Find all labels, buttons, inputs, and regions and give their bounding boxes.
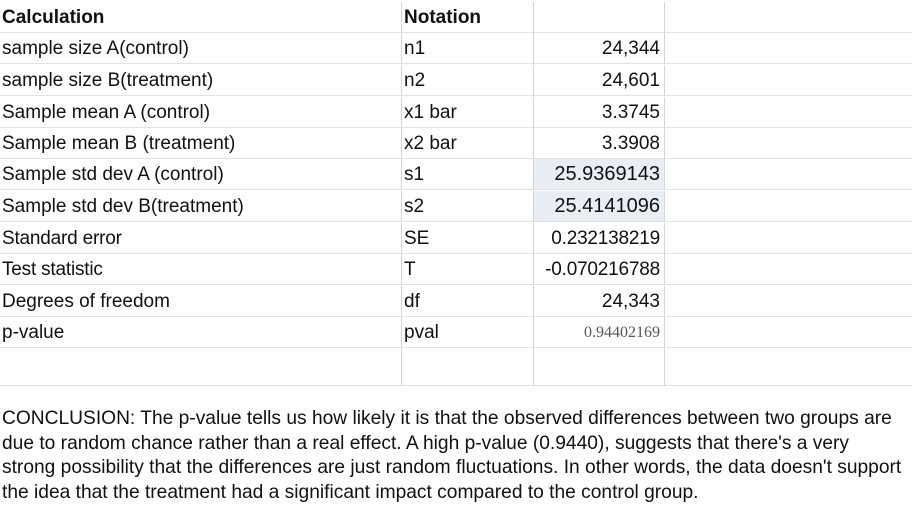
calculation-cell[interactable]: Degrees of freedom xyxy=(0,286,402,317)
value-cell[interactable]: 24,344 xyxy=(534,33,665,64)
empty-cell[interactable] xyxy=(665,286,912,317)
notation-cell[interactable]: x2 bar xyxy=(402,128,534,159)
header-value-cell[interactable] xyxy=(534,2,665,33)
calculation-cell[interactable]: Test statistic xyxy=(0,254,402,285)
notation-cell[interactable]: n1 xyxy=(402,33,534,64)
value-cell[interactable]: 3.3908 xyxy=(534,128,665,159)
value-cell[interactable]: 0.232138219 xyxy=(534,223,665,254)
value-cell-highlighted[interactable]: 25.9369143 xyxy=(534,159,665,190)
calculation-cell[interactable]: Sample mean B (treatment) xyxy=(0,128,402,159)
table-row: p-value pval 0.94402169 xyxy=(0,317,912,348)
calculation-cell[interactable]: p-value xyxy=(0,317,402,348)
empty-cell[interactable] xyxy=(665,223,912,254)
empty-cell[interactable] xyxy=(665,65,912,96)
empty-cell[interactable] xyxy=(665,254,912,285)
empty-cell[interactable] xyxy=(665,191,912,222)
value-cell[interactable]: 24,601 xyxy=(534,65,665,96)
notation-cell[interactable]: n2 xyxy=(402,65,534,96)
header-calculation-cell[interactable]: Calculation xyxy=(0,2,402,33)
empty-cell[interactable] xyxy=(665,33,912,64)
header-empty-cell[interactable] xyxy=(665,2,912,33)
table-row: Sample std dev A (control) s1 25.9369143 xyxy=(0,159,912,190)
value-cell[interactable]: 0.94402169 xyxy=(534,317,665,348)
table-row: Sample mean B (treatment) x2 bar 3.3908 xyxy=(0,128,912,159)
notation-cell[interactable]: pval xyxy=(402,317,534,348)
notation-cell[interactable]: x1 bar xyxy=(402,97,534,128)
empty-cell[interactable] xyxy=(665,348,912,386)
table-row: Test statistic T -0.070216788 xyxy=(0,254,912,285)
table-row: Standard error SE 0.232138219 xyxy=(0,223,912,254)
calculation-cell[interactable]: Sample mean A (control) xyxy=(0,97,402,128)
value-cell[interactable]: -0.070216788 xyxy=(534,254,665,285)
header-row: Calculation Notation xyxy=(0,2,912,33)
notation-cell[interactable]: s1 xyxy=(402,159,534,190)
empty-cell[interactable] xyxy=(665,128,912,159)
table-row: sample size A(control) n1 24,344 xyxy=(0,33,912,64)
calculation-cell[interactable]: sample size B(treatment) xyxy=(0,65,402,96)
calculation-cell[interactable]: Standard error xyxy=(0,223,402,254)
empty-row xyxy=(0,348,912,386)
notation-cell[interactable]: T xyxy=(402,254,534,285)
value-cell-highlighted[interactable]: 25.4141096 xyxy=(534,191,665,222)
value-cell[interactable]: 24,343 xyxy=(534,286,665,317)
table-row: Sample mean A (control) x1 bar 3.3745 xyxy=(0,97,912,128)
table-row: Degrees of freedom df 24,343 xyxy=(0,286,912,317)
empty-cell[interactable] xyxy=(534,348,665,386)
empty-cell[interactable] xyxy=(665,97,912,128)
calculation-cell[interactable]: sample size A(control) xyxy=(0,33,402,64)
notation-cell[interactable]: s2 xyxy=(402,191,534,222)
header-notation-cell[interactable]: Notation xyxy=(402,2,534,33)
empty-cell[interactable] xyxy=(665,317,912,348)
value-cell[interactable]: 3.3745 xyxy=(534,97,665,128)
notation-cell[interactable]: SE xyxy=(402,223,534,254)
empty-cell[interactable] xyxy=(402,348,534,386)
table-row: Sample std dev B(treatment) s2 25.414109… xyxy=(0,191,912,222)
empty-cell[interactable] xyxy=(0,348,402,386)
calculation-cell[interactable]: Sample std dev A (control) xyxy=(0,159,402,190)
table-row: sample size B(treatment) n2 24,601 xyxy=(0,65,912,96)
empty-cell[interactable] xyxy=(665,159,912,190)
calculation-cell[interactable]: Sample std dev B(treatment) xyxy=(0,191,402,222)
notation-cell[interactable]: df xyxy=(402,286,534,317)
conclusion-text[interactable]: CONCLUSION: The p-value tells us how lik… xyxy=(2,408,902,503)
